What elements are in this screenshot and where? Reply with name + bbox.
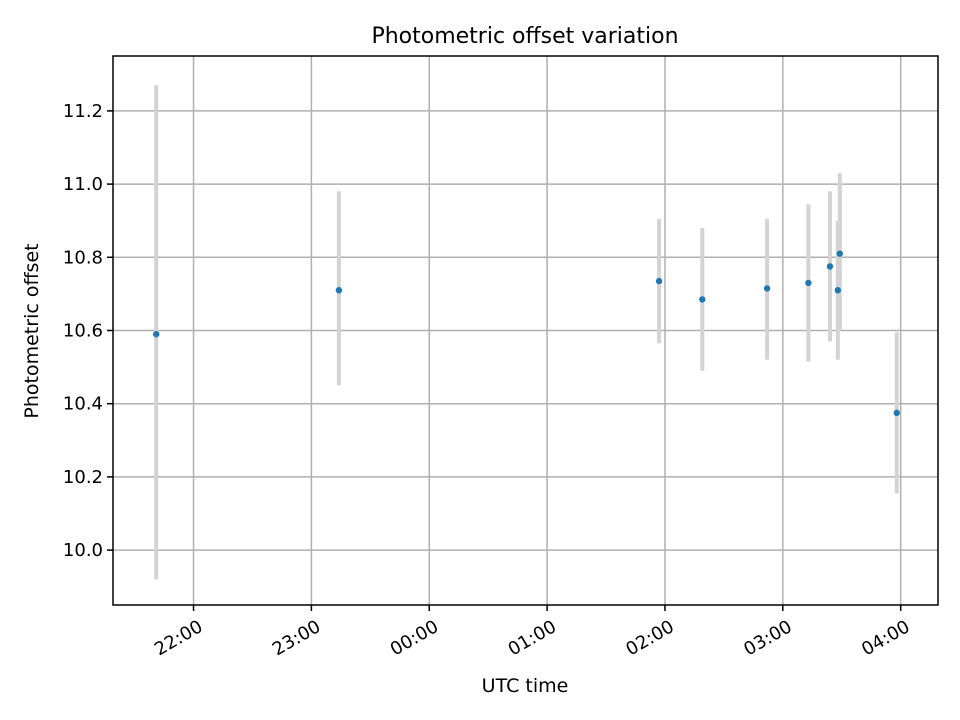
grid-layer	[113, 56, 938, 605]
data-point	[763, 285, 771, 292]
y-tick-label: 11.0	[63, 174, 103, 195]
data-point	[805, 279, 812, 287]
data-point	[893, 409, 900, 417]
x-tick-label: 02:00	[622, 616, 677, 660]
y-tick-label: 10.2	[63, 467, 103, 488]
data-point	[836, 250, 843, 257]
data-point	[335, 287, 343, 294]
data-point	[655, 277, 663, 285]
y-axis-label: Photometric offset	[21, 243, 43, 418]
x-tick-label: 00:00	[387, 616, 442, 660]
x-axis-label: UTC time	[482, 675, 569, 697]
x-tick-label: 22:00	[151, 616, 206, 660]
x-tick-label: 01:00	[505, 616, 560, 660]
y-tick-label: 10.8	[63, 247, 103, 268]
chart-title: Photometric offset variation	[371, 24, 678, 49]
data-point	[826, 263, 834, 270]
data-point	[153, 330, 160, 338]
y-tick-label: 11.2	[63, 101, 103, 122]
x-tick-label: 23:00	[269, 616, 324, 660]
y-tick-label: 10.0	[63, 540, 103, 561]
y-tick-label: 10.6	[63, 321, 103, 342]
x-tick-label: 03:00	[740, 616, 795, 660]
x-tick-label: 04:00	[858, 616, 913, 660]
data-point	[699, 296, 706, 303]
y-tick-label: 10.4	[63, 394, 103, 415]
errorbar-layer	[154, 85, 899, 580]
point-layer	[153, 250, 900, 417]
data-point	[834, 287, 842, 294]
